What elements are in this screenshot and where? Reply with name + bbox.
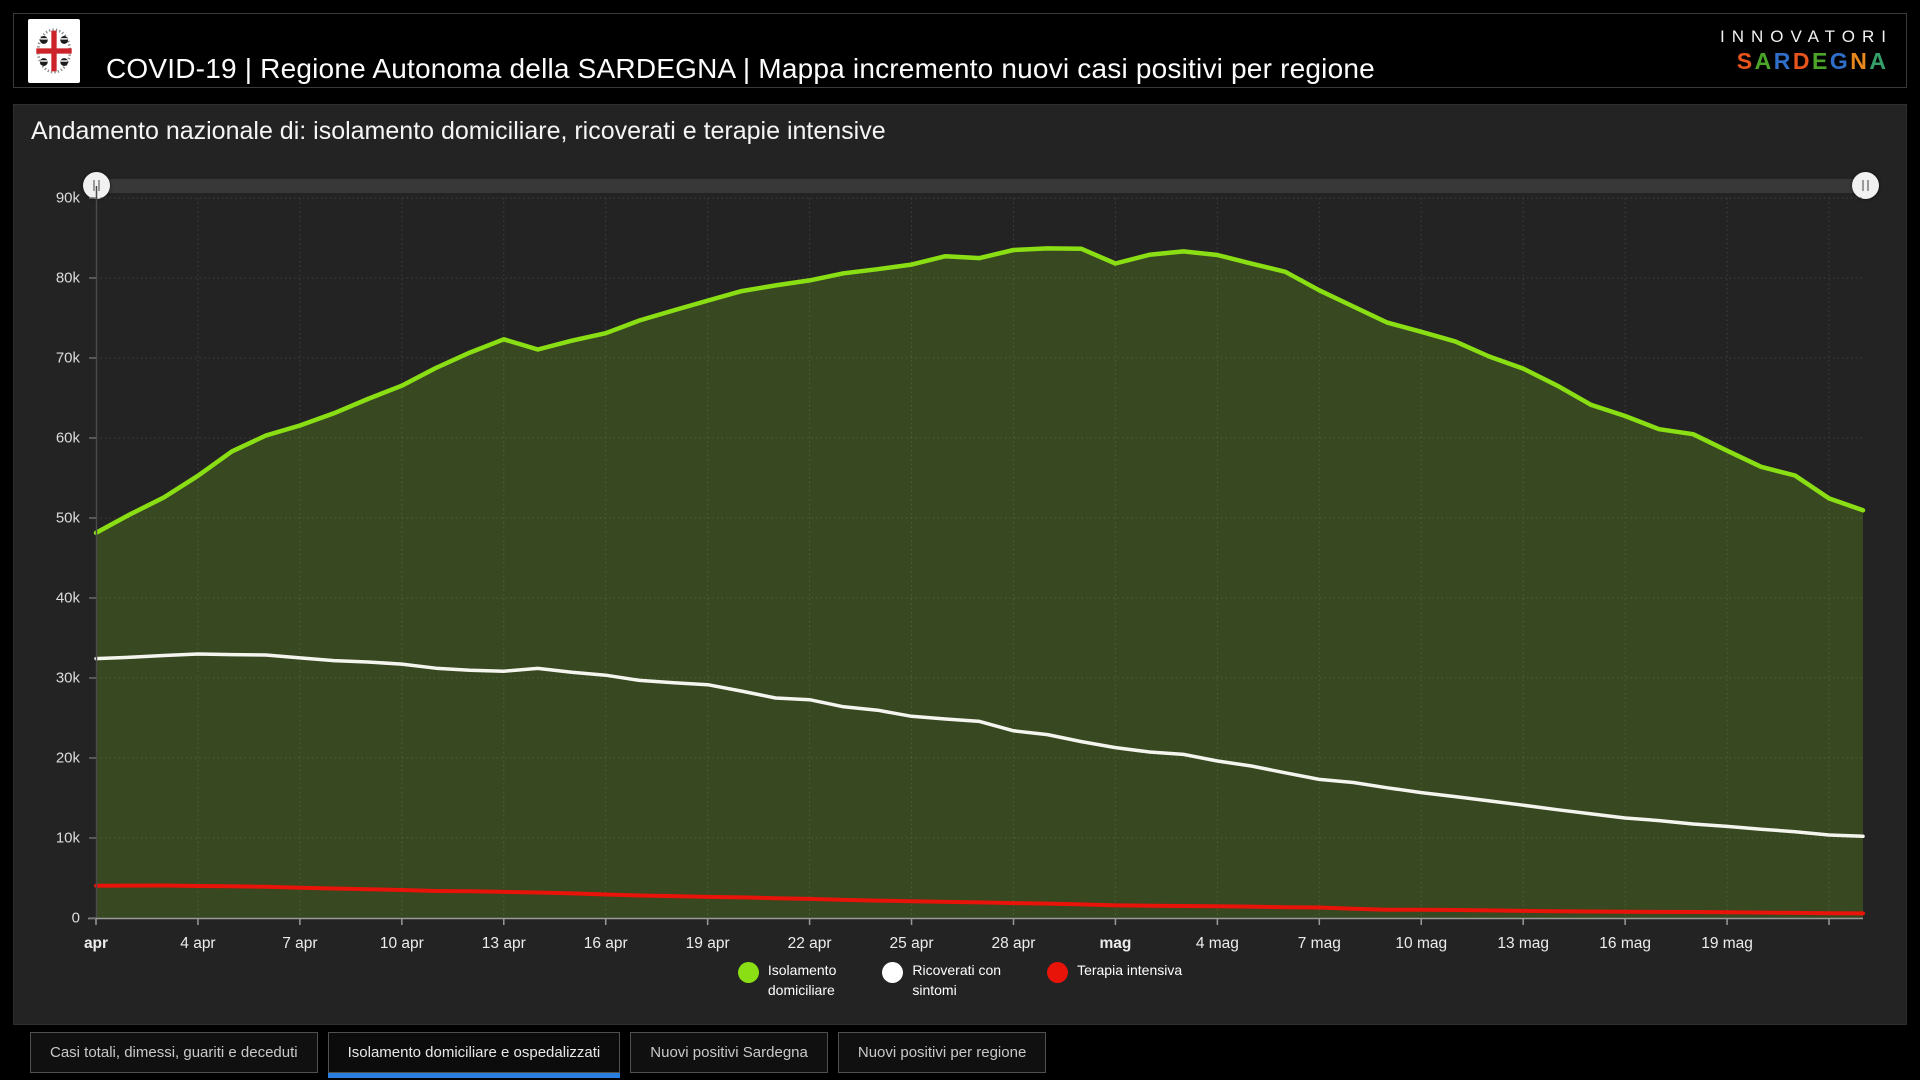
legend-item-isolamento-domiciliare[interactable]: Isolamento domiciliare [737, 961, 837, 1000]
range-slider-track[interactable] [83, 172, 1879, 199]
y-axis-tick-label: 80k [55, 269, 80, 287]
y-axis-tick-label: 90k [55, 189, 80, 207]
x-axis-tick-label: 13 mag [1497, 935, 1550, 952]
innovatori-sardegna-logo: INNOVATORI SARDEGNA [1720, 27, 1889, 74]
chart-title: Andamento nazionale di: isolamento domic… [31, 117, 886, 145]
y-axis-labels: 0 10k 20k 30k 40k 50k 60k 70k 80k 90k [14, 190, 90, 927]
y-axis-tick-label: 20k [55, 749, 80, 767]
legend-marker-red-icon [1047, 962, 1069, 983]
y-axis-tick-label: 70k [55, 349, 80, 367]
tab-casi-totali[interactable]: Casi totali, dimessi, guariti e deceduti [30, 1032, 318, 1073]
app-header: COVID-19 | Regione Autonoma della SARDEG… [13, 13, 1907, 88]
tab-nuovi-positivi-per-regione[interactable]: Nuovi positivi per regione [837, 1032, 1047, 1073]
range-slider-handle-right[interactable] [1852, 172, 1879, 199]
x-axis-tick-label: 19 apr [685, 935, 730, 952]
app-title: COVID-19 | Regione Autonoma della SARDEG… [106, 53, 1375, 85]
legend-label: Terapia intensiva [1077, 962, 1183, 978]
x-axis-tick-label: 4 mag [1195, 935, 1239, 952]
x-axis-labels: apr 4 apr 7 apr 10 apr 13 apr 16 apr 19 apr 22 … [84, 935, 1863, 959]
x-axis-tick-label: 4 apr [180, 935, 216, 952]
y-axis-tick-label: 40k [55, 589, 80, 607]
y-axis-tick-label: 30k [55, 669, 80, 687]
x-axis-tick-label: 13 apr [481, 935, 526, 952]
x-axis-tick-label: apr [83, 935, 109, 952]
coat-of-arms-icon [36, 28, 72, 74]
x-axis-tick-label: mag [1099, 935, 1132, 952]
chart-panel: Andamento nazionale di: isolamento domic… [13, 104, 1907, 1025]
x-axis-tick-label: 25 apr [889, 935, 934, 952]
legend-label: Ricoverati con sintomi [912, 962, 1002, 998]
y-axis-tick-label: 0 [71, 909, 80, 927]
plot-area[interactable] [88, 186, 1866, 925]
x-axis-tick-label: 10 mag [1395, 935, 1448, 952]
x-axis-tick-label: 16 apr [583, 935, 628, 952]
x-axis-tick-label: 28 apr [991, 935, 1036, 952]
brand-innovatori-text: INNOVATORI [1720, 27, 1893, 46]
x-axis-tick-label: 19 mag [1701, 935, 1753, 952]
sardegna-coat-of-arms-logo [28, 19, 80, 83]
tab-isolamento-domiciliare-e-ospedalizzati[interactable]: Isolamento domiciliare e ospedalizzati [327, 1032, 621, 1078]
legend-item-ricoverati-con-sintomi[interactable]: Ricoverati con sintomi [882, 961, 1001, 1000]
legend-marker-green-icon [737, 962, 759, 983]
tab-bar: Casi totali, dimessi, guariti e deceduti… [30, 1032, 1047, 1078]
brand-sardegna-text: SARDEGNA [1736, 47, 1889, 74]
x-axis-tick-label: 10 apr [379, 935, 424, 952]
chart-canvas[interactable] [88, 186, 1866, 925]
x-axis-tick-label: 7 mag [1297, 935, 1341, 952]
x-axis-tick-label: 7 apr [282, 935, 318, 952]
y-axis-tick-label: 50k [55, 509, 80, 527]
y-axis-tick-label: 60k [55, 429, 80, 447]
legend-item-terapia-intensiva[interactable]: Terapia intensiva [1047, 961, 1182, 983]
x-axis-tick-label: 22 apr [787, 935, 832, 952]
tab-nuovi-positivi-sardegna[interactable]: Nuovi positivi Sardegna [630, 1032, 828, 1073]
x-axis-tick-label: 16 mag [1599, 935, 1651, 952]
legend-marker-white-icon [882, 962, 904, 983]
legend-label: Isolamento domiciliare [767, 962, 837, 998]
y-axis-tick-label: 10k [55, 829, 80, 847]
chart-legend: Isolamento domiciliare Ricoverati con si… [14, 961, 1906, 1000]
